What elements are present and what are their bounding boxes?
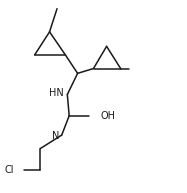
Text: Cl: Cl (4, 165, 14, 175)
Text: HN: HN (49, 88, 64, 98)
Text: OH: OH (101, 111, 116, 121)
Text: N: N (52, 131, 59, 141)
